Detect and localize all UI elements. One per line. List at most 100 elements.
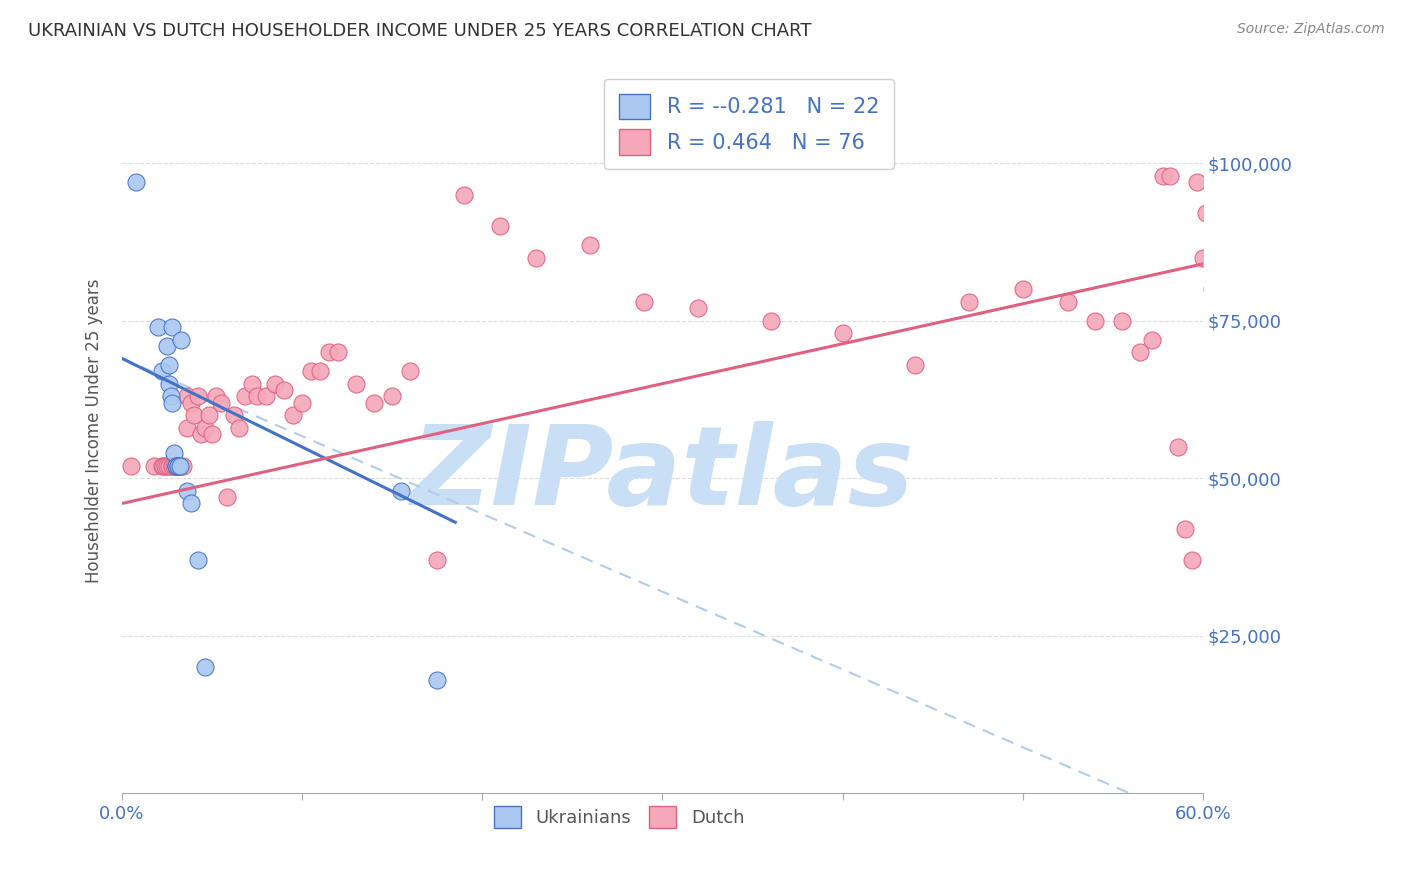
Point	[831, 326, 853, 341]
Point	[1159, 169, 1181, 183]
Point	[1084, 313, 1107, 327]
Point	[120, 458, 142, 473]
Point	[201, 427, 224, 442]
Point	[1152, 169, 1174, 183]
Point	[344, 376, 367, 391]
Point	[183, 408, 205, 422]
Point	[328, 345, 350, 359]
Point	[399, 364, 422, 378]
Point	[688, 301, 710, 315]
Point	[1206, 395, 1229, 409]
Point	[1209, 458, 1232, 473]
Point	[167, 458, 190, 473]
Point	[318, 345, 340, 359]
Point	[904, 358, 927, 372]
Point	[1195, 206, 1218, 220]
Point	[197, 408, 219, 422]
Point	[1056, 294, 1078, 309]
Point	[204, 389, 226, 403]
Point	[162, 458, 184, 473]
Point	[426, 553, 449, 567]
Point	[165, 458, 187, 473]
Point	[176, 421, 198, 435]
Point	[222, 408, 245, 422]
Text: Source: ZipAtlas.com: Source: ZipAtlas.com	[1237, 22, 1385, 37]
Point	[246, 389, 269, 403]
Point	[1129, 345, 1152, 359]
Point	[163, 458, 186, 473]
Point	[152, 458, 174, 473]
Point	[155, 458, 177, 473]
Point	[299, 364, 322, 378]
Point	[187, 389, 209, 403]
Point	[1174, 522, 1197, 536]
Point	[172, 458, 194, 473]
Y-axis label: Householder Income Under 25 years: Householder Income Under 25 years	[86, 278, 103, 583]
Point	[165, 458, 187, 473]
Point	[633, 294, 655, 309]
Point	[156, 339, 179, 353]
Point	[170, 458, 193, 473]
Point	[194, 660, 217, 674]
Point	[169, 458, 191, 473]
Point	[381, 389, 404, 403]
Point	[176, 389, 198, 403]
Point	[254, 389, 277, 403]
Point	[187, 553, 209, 567]
Point	[579, 238, 602, 252]
Point	[1192, 251, 1215, 265]
Point	[162, 395, 184, 409]
Point	[190, 427, 212, 442]
Point	[283, 408, 305, 422]
Point	[157, 358, 180, 372]
Point	[179, 496, 201, 510]
Point	[150, 364, 173, 378]
Point	[157, 376, 180, 391]
Point	[156, 458, 179, 473]
Text: ZIPatlas: ZIPatlas	[411, 421, 914, 528]
Point	[264, 376, 287, 391]
Point	[363, 395, 385, 409]
Point	[1011, 282, 1033, 296]
Point	[165, 458, 187, 473]
Point	[165, 458, 187, 473]
Point	[1167, 440, 1189, 454]
Point	[209, 395, 232, 409]
Point	[1181, 553, 1204, 567]
Point	[179, 395, 201, 409]
Point	[170, 333, 193, 347]
Point	[194, 421, 217, 435]
Point	[426, 673, 449, 687]
Text: UKRAINIAN VS DUTCH HOUSEHOLDER INCOME UNDER 25 YEARS CORRELATION CHART: UKRAINIAN VS DUTCH HOUSEHOLDER INCOME UN…	[28, 22, 811, 40]
Point	[157, 458, 180, 473]
Point	[125, 175, 148, 189]
Point	[1111, 313, 1133, 327]
Point	[167, 458, 190, 473]
Point	[159, 389, 181, 403]
Point	[1201, 282, 1223, 296]
Point	[146, 320, 169, 334]
Point	[1187, 175, 1209, 189]
Legend: Ukrainians, Dutch: Ukrainians, Dutch	[486, 798, 752, 835]
Point	[167, 458, 190, 473]
Point	[453, 187, 475, 202]
Point	[273, 383, 295, 397]
Point	[1142, 333, 1164, 347]
Point	[215, 490, 238, 504]
Point	[228, 421, 250, 435]
Point	[1219, 522, 1241, 536]
Point	[759, 313, 782, 327]
Point	[291, 395, 314, 409]
Point	[150, 458, 173, 473]
Point	[1213, 490, 1236, 504]
Point	[143, 458, 166, 473]
Point	[957, 294, 980, 309]
Point	[163, 446, 186, 460]
Point	[524, 251, 547, 265]
Point	[389, 483, 412, 498]
Point	[162, 320, 184, 334]
Point	[240, 376, 263, 391]
Point	[489, 219, 512, 233]
Point	[309, 364, 332, 378]
Point	[169, 458, 191, 473]
